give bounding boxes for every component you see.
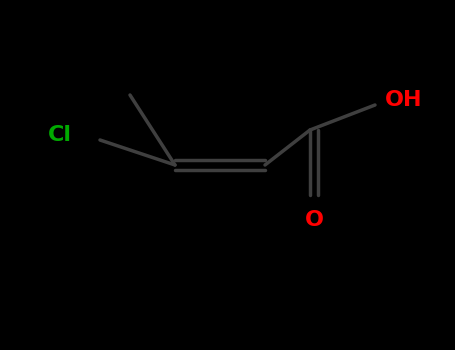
Text: Cl: Cl [48,125,72,145]
Text: O: O [304,210,324,230]
Text: OH: OH [385,90,423,110]
